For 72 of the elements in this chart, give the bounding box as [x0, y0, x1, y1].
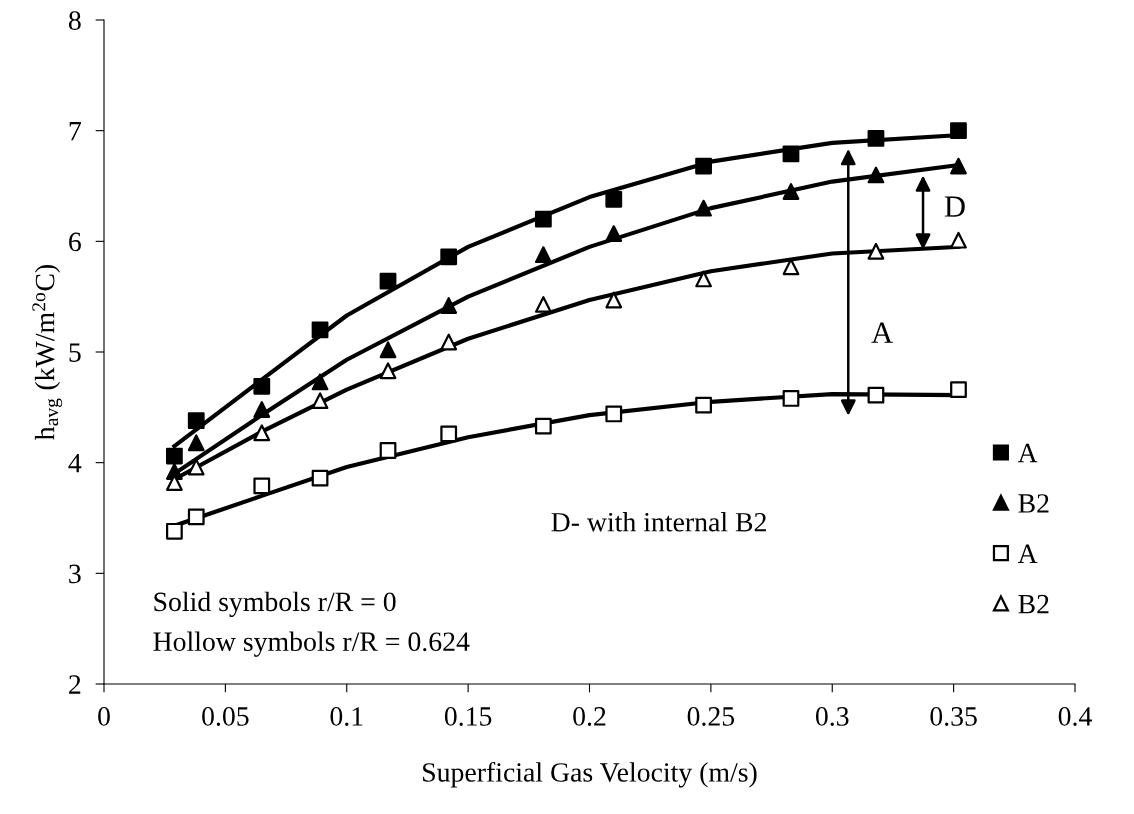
point [440, 333, 458, 351]
x-axis-title: Superficial Gas Velocity (m/s) [423, 761, 757, 788]
y-tick-label: 4 [68, 454, 82, 473]
x-tick-label: 0.2 [573, 707, 606, 726]
point [187, 412, 205, 430]
point [440, 297, 458, 314]
annotation: D- with internal B2 [551, 512, 766, 532]
point [187, 458, 205, 476]
point [867, 386, 885, 404]
point [867, 166, 885, 184]
x-tick-label: 0.35 [930, 707, 977, 726]
x-tick-label: 0.4 [1058, 707, 1092, 726]
point [253, 377, 271, 395]
point [187, 508, 205, 526]
y-tick-label: 3 [69, 564, 81, 584]
point [440, 425, 458, 443]
annotation: D [944, 196, 965, 217]
point [534, 296, 552, 313]
point [950, 231, 967, 249]
point [950, 381, 967, 399]
point [187, 434, 205, 452]
point [534, 210, 552, 228]
point [534, 246, 552, 264]
y-tick-label: 7 [69, 122, 81, 141]
y-tick-label: 6 [69, 232, 81, 252]
x-tick-label: 0.05 [202, 707, 249, 726]
annotation: Solid symbols r/R = 0 [154, 591, 396, 617]
point [950, 122, 967, 140]
annotation: Hollow symbols r/R = 0.624 [153, 631, 470, 657]
point [695, 199, 712, 217]
point [379, 362, 397, 380]
x-tick-label: 0.15 [444, 707, 492, 726]
y-tick-label: 8 [68, 11, 81, 30]
point [867, 130, 885, 147]
point [379, 341, 397, 359]
x-tick-label: 0.3 [815, 707, 849, 726]
point [695, 396, 712, 414]
point [782, 390, 800, 407]
point [311, 321, 329, 339]
y-tick-label: 2 [69, 675, 81, 694]
x-tick-label: 0.25 [687, 707, 735, 726]
annotation: A [871, 322, 893, 343]
point [695, 270, 712, 288]
point [605, 405, 623, 423]
point [379, 442, 397, 459]
point [782, 145, 800, 163]
point [440, 248, 458, 266]
point [311, 469, 329, 487]
legend-label: B2 [1018, 494, 1049, 513]
legend-label: A [1017, 544, 1038, 563]
x-tick-label: 0 [98, 707, 110, 726]
point [166, 522, 183, 540]
point [605, 225, 623, 242]
point [534, 417, 552, 435]
point [166, 447, 183, 465]
y-axis-title: h$_{avg}$ (kW/m$^{2o}$C) [32, 265, 63, 441]
x-tick-label: 0.1 [330, 707, 363, 726]
point [605, 190, 623, 208]
point [605, 291, 623, 309]
point [379, 272, 397, 290]
point [867, 242, 885, 260]
y-tick-label: 5 [69, 343, 81, 362]
point [950, 157, 967, 175]
legend-label: A [1017, 443, 1038, 463]
point [253, 424, 271, 442]
point [311, 373, 329, 391]
point [253, 401, 271, 418]
point [253, 477, 271, 495]
point [311, 392, 329, 410]
point [782, 183, 800, 200]
legend-label: B2 [1018, 594, 1049, 614]
point [695, 157, 712, 175]
